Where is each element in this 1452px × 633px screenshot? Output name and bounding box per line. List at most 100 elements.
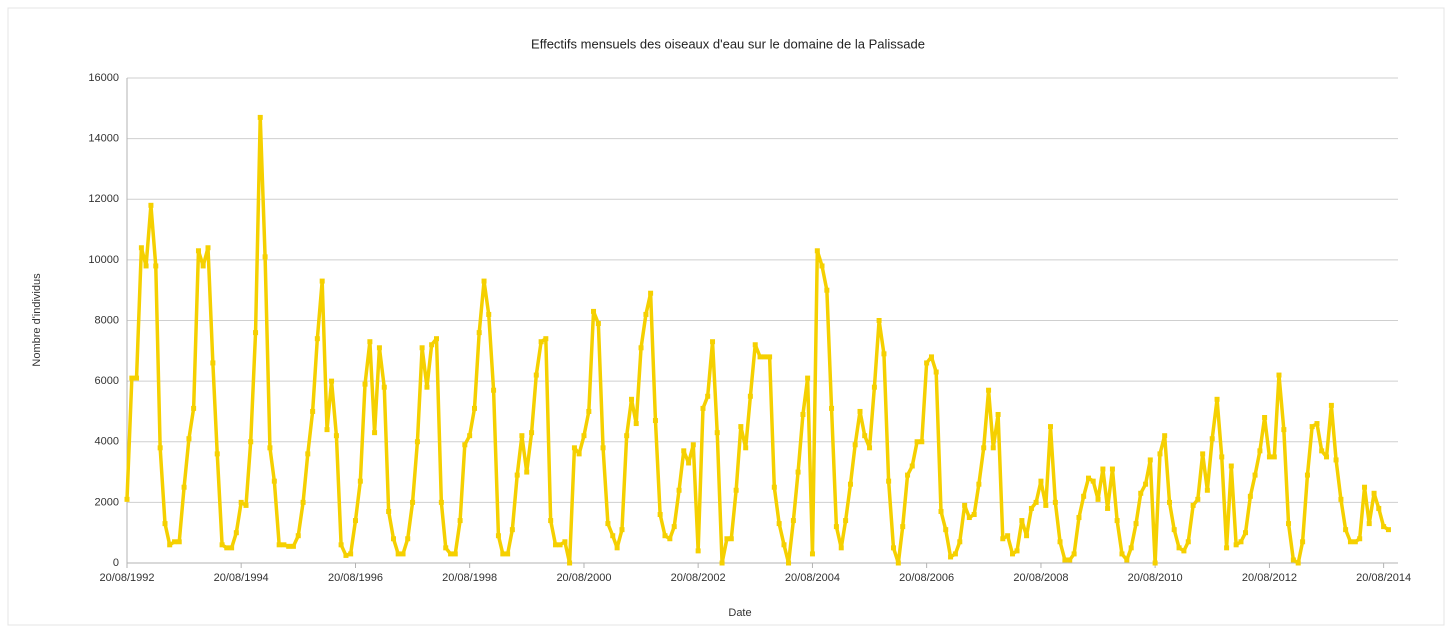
- data-point: [1257, 448, 1263, 454]
- data-point: [871, 384, 877, 390]
- data-point: [157, 445, 163, 451]
- data-point: [486, 311, 492, 317]
- data-point: [1067, 557, 1073, 563]
- data-point: [833, 524, 839, 530]
- data-point: [814, 248, 820, 254]
- data-point: [938, 508, 944, 514]
- data-point: [795, 469, 801, 475]
- data-point: [1200, 451, 1206, 457]
- data-point: [909, 463, 915, 469]
- data-point: [434, 336, 440, 342]
- data-point: [338, 542, 344, 548]
- data-point: [1162, 433, 1168, 439]
- data-point: [419, 345, 425, 351]
- y-tick-label: 2000: [95, 496, 119, 508]
- data-point: [738, 424, 744, 430]
- data-point: [890, 545, 896, 551]
- data-point: [966, 515, 972, 521]
- data-point: [1233, 542, 1239, 548]
- data-point: [429, 342, 435, 348]
- data-point: [690, 442, 696, 448]
- data-point: [271, 478, 277, 484]
- data-point: [210, 360, 216, 366]
- data-point: [476, 330, 482, 336]
- data-point: [253, 330, 259, 336]
- data-point: [509, 527, 515, 533]
- data-point: [1276, 372, 1282, 378]
- data-point: [229, 545, 235, 551]
- data-point: [1062, 557, 1068, 563]
- data-point: [1262, 415, 1268, 420]
- data-point: [600, 445, 606, 451]
- data-point: [1314, 421, 1320, 427]
- data-point: [747, 393, 753, 399]
- data-point: [1224, 545, 1230, 551]
- data-point: [1195, 496, 1201, 502]
- data-point: [1352, 539, 1358, 545]
- data-point: [1143, 481, 1149, 487]
- y-tick-label: 10000: [88, 254, 119, 266]
- data-point: [976, 481, 982, 487]
- data-point: [1147, 457, 1153, 463]
- data-point: [424, 384, 430, 390]
- data-point: [1071, 551, 1077, 557]
- data-point: [619, 527, 625, 533]
- data-point: [410, 499, 416, 505]
- data-point: [491, 387, 497, 393]
- data-point: [557, 542, 563, 548]
- data-point: [333, 433, 339, 439]
- x-tick-label: 20/08/1998: [442, 572, 497, 584]
- data-point: [553, 542, 559, 548]
- data-point: [986, 387, 992, 393]
- y-axis-label: Nombre d'individus: [31, 273, 43, 367]
- data-point: [481, 278, 487, 284]
- data-point: [705, 393, 711, 399]
- data-point: [505, 551, 511, 557]
- data-point: [162, 521, 168, 527]
- data-point: [352, 518, 358, 524]
- data-point: [728, 536, 734, 542]
- data-point: [676, 487, 682, 493]
- data-point: [329, 378, 335, 384]
- data-point: [472, 405, 478, 411]
- data-point: [843, 518, 849, 524]
- data-point: [1171, 527, 1177, 533]
- data-point: [452, 551, 458, 557]
- data-point: [257, 114, 263, 120]
- data-point: [462, 442, 468, 448]
- data-point: [1176, 545, 1182, 551]
- data-point: [776, 521, 782, 527]
- data-point: [695, 548, 701, 554]
- y-tick-label: 12000: [88, 193, 119, 205]
- data-point: [143, 263, 149, 269]
- data-point: [1114, 518, 1120, 524]
- data-point: [238, 499, 244, 505]
- y-tick-label: 14000: [88, 133, 119, 145]
- data-point: [1271, 454, 1277, 460]
- data-point: [1328, 402, 1334, 408]
- data-point: [1243, 530, 1249, 536]
- data-point: [643, 311, 649, 317]
- data-point: [757, 354, 763, 360]
- data-point: [581, 433, 587, 439]
- data-point: [800, 411, 806, 417]
- data-point: [1286, 521, 1292, 527]
- data-point: [990, 445, 996, 451]
- data-point: [1105, 505, 1111, 511]
- data-point: [219, 542, 225, 548]
- data-point: [914, 439, 920, 445]
- data-point: [786, 560, 792, 566]
- data-point: [1124, 557, 1130, 563]
- y-tick-label: 0: [113, 557, 119, 569]
- data-point: [1366, 521, 1372, 527]
- data-point: [752, 342, 758, 348]
- data-point: [743, 445, 749, 451]
- data-point: [1304, 472, 1310, 478]
- chart-frame: [7, 7, 1445, 626]
- data-point: [1038, 478, 1044, 484]
- data-point: [1385, 527, 1391, 533]
- data-point: [605, 521, 611, 527]
- data-point: [138, 245, 144, 251]
- data-point: [862, 433, 868, 439]
- data-point: [824, 287, 830, 293]
